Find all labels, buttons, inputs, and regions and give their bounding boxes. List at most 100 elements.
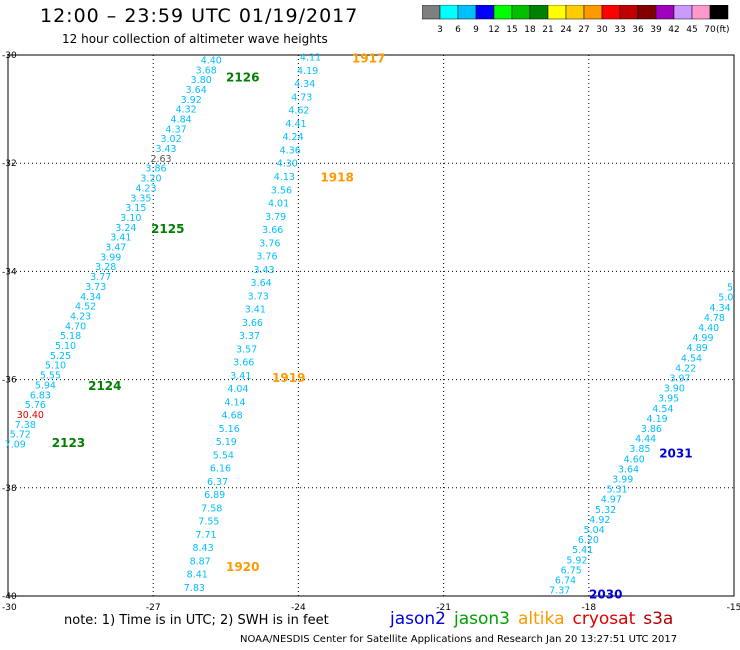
scale-label: 27	[578, 25, 589, 35]
scale-label: 12	[488, 25, 499, 35]
pass-time-label: 2126	[226, 71, 259, 85]
pass-time-label: 1917	[352, 52, 385, 66]
footer-credit: NOAA/NESDIS Center for Satellite Applica…	[240, 634, 678, 645]
swh-value: 3.90	[664, 384, 685, 395]
swh-value: 3.24	[115, 223, 136, 234]
satellite-legend: jason2 jason3 altika cryosat s3a	[390, 609, 681, 629]
swh-value: 3.99	[612, 475, 633, 486]
scale-label: 6	[455, 25, 461, 35]
lat-tick-label: -34	[2, 267, 17, 277]
swh-value: 3.47	[105, 243, 126, 254]
swh-value: 3.76	[259, 238, 280, 249]
swh-value: 3.41	[245, 305, 266, 316]
swh-value: 6.37	[207, 477, 228, 488]
swh-value: 3.76	[256, 252, 277, 263]
swh-value: 3.20	[140, 174, 161, 185]
swh-value: 4.78	[704, 313, 725, 324]
pass-time-label: 1919	[272, 371, 305, 385]
corner-label: -30	[2, 603, 17, 613]
lon-tick-label: -15	[727, 603, 740, 613]
swh-value: 4.19	[647, 414, 668, 425]
swh-value: 3.77	[90, 272, 111, 283]
swh-value: 3.92	[181, 95, 202, 106]
lat-tick-label: -32	[2, 159, 17, 169]
pass-time-label: 2031	[659, 447, 692, 461]
swh-value: 3.79	[265, 212, 286, 223]
swh-value: 5.76	[25, 400, 46, 411]
swh-value: 4.32	[176, 105, 197, 116]
swh-value: 5.94	[35, 380, 56, 391]
swh-value: 3.43	[253, 265, 274, 276]
satellite-cryosat: cryosat	[572, 609, 636, 629]
swh-value: 5.16	[219, 424, 240, 435]
map-frame	[7, 54, 735, 597]
swh-value: 7.38	[15, 420, 36, 431]
swh-value: 4.23	[135, 183, 156, 194]
lon-tick-label: -27	[146, 603, 161, 613]
swh-value: 6.83	[30, 390, 51, 401]
swh-value: 5.	[727, 283, 736, 294]
satellite-jason2: jason2	[390, 609, 446, 629]
swh-value: 4.19	[297, 66, 318, 77]
swh-value: 5.10	[55, 341, 76, 352]
swh-value: 4.13	[274, 172, 295, 183]
lon-tick-label: -21	[436, 603, 451, 613]
pass-time-label: 2123	[52, 436, 85, 450]
swh-value: 3.15	[125, 203, 146, 214]
swh-value: 4.24	[282, 132, 303, 143]
swh-value: 7.58	[201, 503, 222, 514]
swh-value: 3.99	[100, 252, 121, 263]
note-text: note: 1) Time is in UTC; 2) SWH is in fe…	[64, 613, 329, 628]
swh-value: 30.40	[17, 410, 44, 421]
swh-value: 5.55	[40, 371, 61, 382]
swh-value: 6.74	[555, 575, 576, 586]
swh-value: 7.09	[5, 440, 26, 451]
lon-tick-label: -18	[581, 603, 596, 613]
swh-value: 4.70	[65, 321, 86, 332]
swh-value: 3.35	[130, 193, 151, 204]
pass-time-label: 1920	[226, 560, 259, 574]
swh-value: 5.41	[572, 545, 593, 556]
swh-value: 3.02	[160, 134, 181, 145]
swh-value: 4.54	[681, 353, 702, 364]
swh-value: 3.80	[191, 75, 212, 86]
swh-value: 3.73	[85, 282, 106, 293]
swh-value: 4.44	[635, 434, 656, 445]
swh-value: 6.20	[578, 535, 599, 546]
swh-value: 3.64	[251, 278, 272, 289]
swh-value: 4.97	[601, 495, 622, 506]
scale-label: 9	[473, 25, 479, 35]
scale-label: 3	[437, 25, 443, 35]
swh-value: 3.10	[120, 213, 141, 224]
scale-label: 15	[506, 25, 517, 35]
scale-label: 30	[596, 25, 608, 35]
swh-value: 3.66	[242, 318, 263, 329]
swh-value: 4.99	[692, 333, 713, 344]
pass-time-label: 1918	[320, 171, 353, 185]
swh-value: 4.52	[75, 302, 96, 313]
swh-value: 5.18	[60, 331, 81, 342]
swh-value: 3.28	[95, 262, 116, 273]
swh-value: 4.92	[589, 515, 610, 526]
swh-value: 4.68	[222, 411, 243, 422]
lon-tick-label: -24	[291, 603, 306, 613]
swh-value: 4.34	[294, 79, 315, 90]
swh-value: 4.34	[710, 303, 731, 314]
chart-title: 12:00 – 23:59 UTC 01/19/2017	[40, 5, 359, 27]
swh-value: 5.19	[216, 437, 237, 448]
swh-value: 3.43	[155, 144, 176, 155]
swh-value: 3.66	[262, 225, 283, 236]
swh-value: 3.41	[230, 371, 251, 382]
swh-value: 5.04	[584, 525, 605, 536]
swh-value: 4.84	[171, 115, 192, 126]
swh-value: 5.25	[50, 351, 71, 362]
swh-value: 4.01	[268, 199, 289, 210]
swh-value: 5.54	[213, 450, 234, 461]
swh-value: 4.11	[300, 53, 321, 64]
swh-value: 7.37	[549, 586, 570, 597]
swh-value: 4.04	[227, 384, 248, 395]
swh-value: 5.10	[45, 361, 66, 372]
swh-value: 3.41	[110, 233, 131, 244]
color-scale: 3 6 9 12 15 18 21 24 27 30 33 36 39 42 45 70 (ft)	[422, 5, 730, 35]
scale-label: 18	[524, 25, 536, 35]
